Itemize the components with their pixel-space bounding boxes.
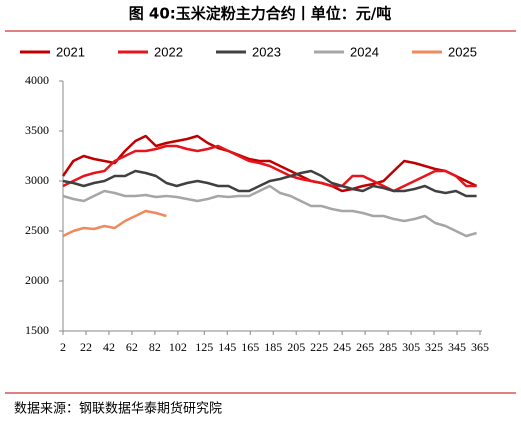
x-tick-label: 345 xyxy=(448,340,466,354)
y-tick-label: 2500 xyxy=(25,223,49,237)
source: 数据来源：钢联数据华泰期货研究院 xyxy=(14,401,222,417)
y-tick-label: 4000 xyxy=(25,73,49,87)
x-tick-label: 205 xyxy=(287,340,305,354)
series-line xyxy=(62,144,477,193)
series-line xyxy=(62,169,477,198)
legend-label: 2023 xyxy=(252,44,281,59)
x-tick-label: 42 xyxy=(103,340,115,354)
x-tick-label: 22 xyxy=(80,340,92,354)
x-tick-label: 265 xyxy=(356,340,374,354)
legend-label: 2025 xyxy=(448,44,477,59)
y-tick-label: 1500 xyxy=(25,323,49,337)
series-line xyxy=(61,134,478,193)
x-tick-label: 185 xyxy=(264,340,282,354)
x-tick-label: 62 xyxy=(126,340,138,354)
x-tick-label: 82 xyxy=(149,340,161,354)
legend-label: 2021 xyxy=(56,44,85,59)
series-line xyxy=(62,184,477,238)
legend-label: 2022 xyxy=(154,44,183,59)
series-line xyxy=(62,209,167,238)
x-tick-label: 125 xyxy=(195,340,213,354)
y-tick-label: 2000 xyxy=(25,273,49,287)
x-tick-label: 285 xyxy=(379,340,397,354)
x-tick-label: 145 xyxy=(218,340,236,354)
x-tick-label: 102 xyxy=(169,340,187,354)
x-tick-label: 245 xyxy=(333,340,351,354)
x-tick-label: 2 xyxy=(60,340,66,354)
x-tick-label: 305 xyxy=(402,340,420,354)
x-tick-label: 225 xyxy=(310,340,328,354)
chart-title: 图 40:玉米淀粉主力合约丨单位：元/吨 xyxy=(129,5,392,23)
x-tick-label: 365 xyxy=(471,340,489,354)
legend-label: 2024 xyxy=(350,44,379,59)
y-tick-label: 3500 xyxy=(25,123,49,137)
x-tick-label: 325 xyxy=(425,340,443,354)
x-tick-label: 165 xyxy=(241,340,259,354)
y-tick-label: 3000 xyxy=(25,173,49,187)
